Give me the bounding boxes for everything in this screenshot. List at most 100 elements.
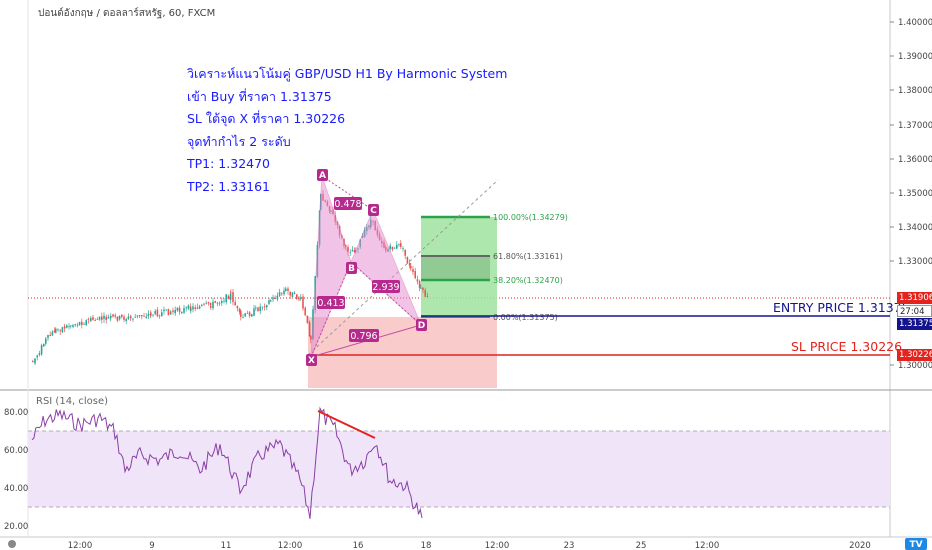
candle-body xyxy=(121,314,123,317)
rsi-axis-label: 80.00 xyxy=(4,408,28,418)
candle-body xyxy=(223,300,225,302)
candle-body xyxy=(230,292,232,294)
candle-body xyxy=(187,305,190,309)
candle-body xyxy=(110,315,112,318)
price-axis-label: 1.39000 xyxy=(898,52,932,62)
pattern-bcd xyxy=(350,208,422,326)
price-axis-label: 1.38000 xyxy=(898,86,932,96)
pattern-point-label: B xyxy=(348,264,355,274)
candle-body xyxy=(298,298,300,300)
candle-body xyxy=(145,316,147,318)
candle-body xyxy=(172,310,174,312)
price-axis-label: 1.35000 xyxy=(898,189,932,199)
candle-body xyxy=(426,296,429,297)
pattern-xab xyxy=(310,175,352,358)
rsi-divergence-line xyxy=(317,410,376,439)
candle-body xyxy=(246,313,249,314)
price-axis-label: 1.36000 xyxy=(898,155,932,165)
candle-body xyxy=(127,316,130,319)
candle-body xyxy=(45,338,47,344)
ratio-label: 2.939 xyxy=(372,282,399,293)
candle-body xyxy=(134,316,136,318)
candle-body xyxy=(283,290,285,295)
time-axis-label: 12:00 xyxy=(695,541,720,550)
candle-body xyxy=(143,315,145,317)
annotation-line-4: จุดทำกำไร 2 ระดับ xyxy=(187,133,291,149)
candle-body xyxy=(150,312,152,316)
fib-level-label: 0.00%(1.31375) xyxy=(493,313,558,322)
price-axis-label: 1.34000 xyxy=(898,223,932,233)
time-axis-label: 11 xyxy=(221,541,232,550)
candle-body xyxy=(158,315,161,317)
point-badge xyxy=(368,204,379,216)
annotation-line-3: SL ใต้จุด X ที่ราคา 1.30226 xyxy=(187,111,346,126)
candle-body xyxy=(351,250,354,252)
candle-body xyxy=(59,330,61,332)
candle-body xyxy=(194,307,196,309)
ratio-badge xyxy=(317,296,345,309)
candle-body xyxy=(287,288,289,291)
sl-price-tag: 1.30226 xyxy=(897,349,932,361)
candle-body xyxy=(302,296,304,309)
candle-body xyxy=(263,306,266,307)
candle-body xyxy=(36,355,38,358)
candle-body xyxy=(232,292,234,303)
candle-body xyxy=(165,309,167,311)
candle-body xyxy=(198,306,201,309)
candle-body xyxy=(178,307,181,312)
ratio-badge xyxy=(334,197,362,210)
candle-body xyxy=(40,345,43,355)
candle-body xyxy=(293,293,296,294)
candle-body xyxy=(418,281,421,288)
candle-body xyxy=(176,307,179,311)
candle-body xyxy=(181,312,183,314)
candle-body xyxy=(94,320,96,321)
time-axis-label: 18 xyxy=(421,541,432,550)
candle-body xyxy=(81,321,83,325)
candle-body xyxy=(107,317,110,319)
candle-body xyxy=(90,317,92,321)
candle-body xyxy=(34,358,36,364)
time-axis-label: 25 xyxy=(636,541,647,550)
tp-band xyxy=(421,256,490,280)
candle-body xyxy=(154,311,156,315)
candle-body xyxy=(87,318,90,320)
candle-body xyxy=(251,314,253,317)
candle-body xyxy=(66,325,68,328)
candle-body xyxy=(272,297,274,300)
pattern-point-label: A xyxy=(319,171,326,181)
candle-body xyxy=(32,361,34,363)
candle-body xyxy=(261,306,264,308)
candle-body xyxy=(424,290,426,297)
candle-body xyxy=(205,303,207,305)
candle-body xyxy=(253,308,255,316)
candle-body xyxy=(130,316,132,318)
time-axis-label: 16 xyxy=(353,541,364,550)
candle-body xyxy=(257,307,259,312)
pattern-point-label: D xyxy=(418,321,425,331)
candle-body xyxy=(61,327,64,333)
candle-body xyxy=(141,314,143,317)
risk-zone xyxy=(308,317,497,388)
price-axis-label: 1.33000 xyxy=(898,257,932,267)
candle-body xyxy=(190,309,192,311)
candle-body xyxy=(101,316,103,320)
candle-body xyxy=(132,318,134,320)
candle-body xyxy=(138,315,141,317)
time-axis-label: 9 xyxy=(149,541,154,550)
point-badge xyxy=(317,169,328,181)
candle-body xyxy=(170,311,172,313)
candle-body xyxy=(259,306,261,312)
candle-body xyxy=(304,307,306,316)
candle-body xyxy=(242,316,244,318)
ratio-label: 0.796 xyxy=(350,331,377,342)
rsi-line xyxy=(31,406,423,519)
candle-body xyxy=(216,302,219,304)
candle-body xyxy=(210,306,212,308)
candle-body xyxy=(416,279,419,282)
candle-body xyxy=(116,316,119,321)
price-axis-label: 1.30000 xyxy=(898,361,932,371)
candle-body xyxy=(306,315,309,323)
candle-body xyxy=(55,328,57,333)
